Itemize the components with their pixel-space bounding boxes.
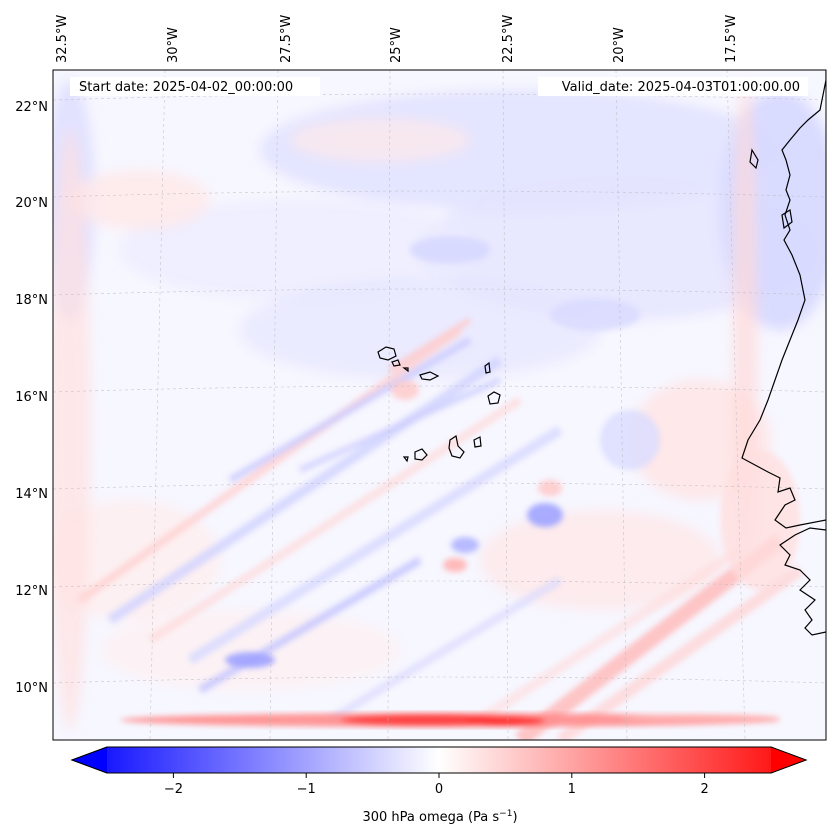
latitude-labels: 22°N 20°N 18°N 16°N 14°N 12°N 10°N <box>15 100 48 696</box>
start-date-box <box>70 77 320 96</box>
lat-label: 22°N <box>15 100 48 115</box>
cape-verde-islands <box>377 346 501 463</box>
lon-label: 20°W <box>612 27 627 63</box>
start-date-label: Start date: 2025-04-02_00:00:00 <box>79 80 293 95</box>
lat-label: 18°N <box>15 293 48 308</box>
colorbar-max-arrow <box>771 747 806 773</box>
colorbar-bar <box>70 746 808 774</box>
colorbar-min-arrow <box>72 747 107 773</box>
lon-label: 25°W <box>389 27 404 63</box>
valid-date-label: Valid_date: 2025-04-03T01:00:00.00 <box>562 80 800 95</box>
colorbar-ticks: −2 −1 0 1 2 <box>164 773 709 797</box>
colorbar-tick-label: 2 <box>700 782 708 797</box>
colorbar-label: 300 hPa omega (Pa s−1) <box>362 809 517 825</box>
lat-label: 16°N <box>15 390 48 405</box>
lat-label: 14°N <box>15 487 48 502</box>
lat-label: 20°N <box>15 196 48 211</box>
lon-label: 17.5°W <box>724 15 739 63</box>
colorbar-tick-label: −1 <box>297 782 316 797</box>
map-frame <box>52 69 827 741</box>
colorbar-tick-label: 0 <box>435 782 443 797</box>
lat-label: 12°N <box>15 584 48 599</box>
valid-date-box <box>538 77 808 96</box>
lon-label: 30°W <box>166 27 181 63</box>
lon-label: 22.5°W <box>501 15 516 63</box>
lon-label: 32.5°W <box>55 15 70 63</box>
gridlines <box>53 70 826 740</box>
coastline <box>741 70 826 636</box>
lat-label: 10°N <box>15 681 48 696</box>
colorbar: −2 −1 0 1 2 300 hPa omega (Pa s−1) <box>70 746 808 825</box>
longitude-labels: 32.5°W 30°W 27.5°W 25°W 22.5°W 20°W 17.5… <box>55 15 739 63</box>
omega-field <box>53 70 826 740</box>
colorbar-tick-label: −2 <box>164 782 183 797</box>
lon-label: 27.5°W <box>279 15 294 63</box>
colorbar-tick-label: 1 <box>568 782 576 797</box>
